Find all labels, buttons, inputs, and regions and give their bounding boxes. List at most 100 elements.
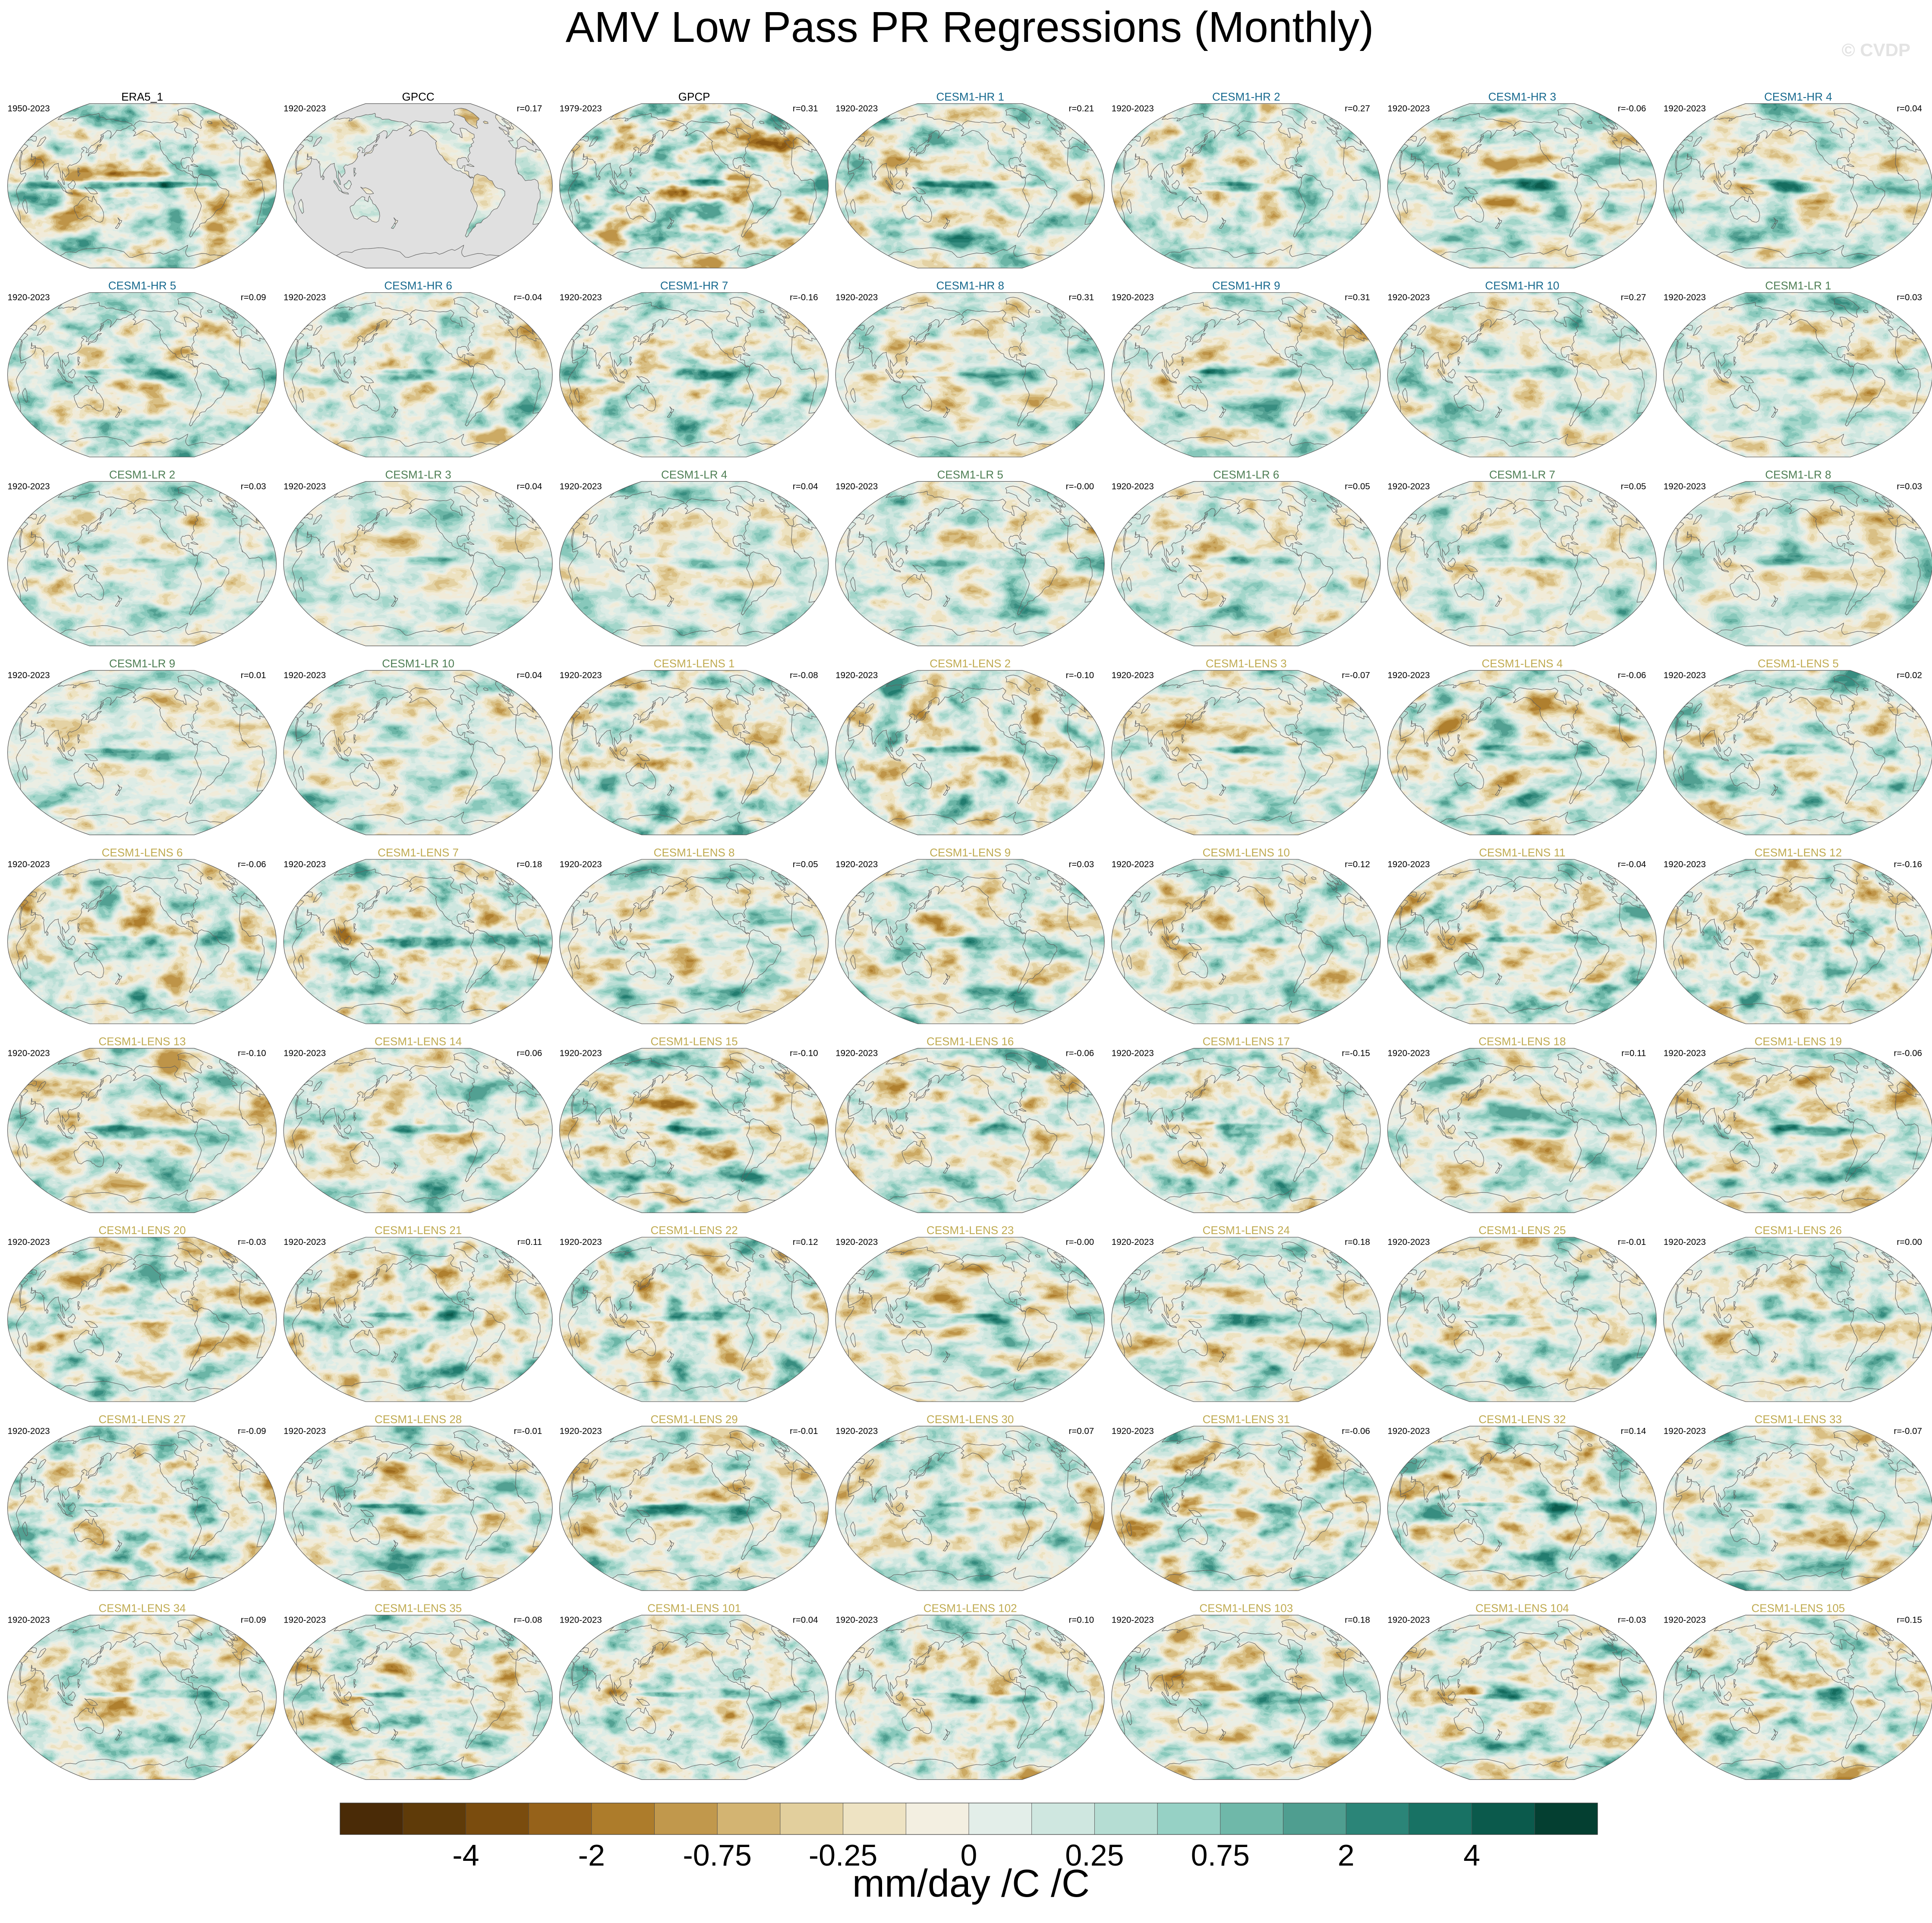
svg-text:1920-2023: 1920-2023 [560,481,602,491]
svg-text:r=0.18: r=0.18 [1345,1237,1370,1247]
svg-text:r=0.01: r=0.01 [241,670,266,680]
svg-text:1920-2023: 1920-2023 [8,1237,50,1247]
svg-text:r=-0.01: r=-0.01 [514,1426,542,1436]
svg-text:1920-2023: 1920-2023 [1387,859,1430,869]
svg-text:r=0.17: r=0.17 [517,104,542,114]
svg-text:1920-2023: 1920-2023 [835,670,878,680]
svg-text:r=-0.10: r=-0.10 [790,1048,818,1058]
svg-text:CESM1-HR 6: CESM1-HR 6 [384,279,452,292]
svg-text:1920-2023: 1920-2023 [835,1426,878,1436]
svg-text:1920-2023: 1920-2023 [1664,859,1706,869]
svg-text:r=-0.06: r=-0.06 [1618,670,1646,680]
svg-text:4: 4 [1463,1838,1480,1872]
svg-text:1920-2023: 1920-2023 [1387,104,1430,114]
svg-text:1920-2023: 1920-2023 [284,1048,326,1058]
svg-text:r=0.14: r=0.14 [1621,1426,1646,1436]
svg-text:CESM1-LR 10: CESM1-LR 10 [382,657,454,670]
svg-text:CESM1-LENS 17: CESM1-LENS 17 [1203,1035,1290,1048]
svg-text:CESM1-LENS 101: CESM1-LENS 101 [647,1602,741,1615]
svg-text:1920-2023: 1920-2023 [1387,1615,1430,1625]
svg-text:r=0.03: r=0.03 [1897,293,1922,303]
svg-text:1920-2023: 1920-2023 [284,481,326,491]
svg-text:CESM1-LENS 33: CESM1-LENS 33 [1755,1413,1842,1426]
svg-text:CESM1-HR 1: CESM1-HR 1 [936,90,1004,103]
svg-text:1920-2023: 1920-2023 [560,670,602,680]
svg-text:r=0.11: r=0.11 [517,1237,542,1247]
svg-text:CESM1-LENS 8: CESM1-LENS 8 [654,846,735,859]
svg-text:CESM1-LENS 9: CESM1-LENS 9 [930,846,1011,859]
svg-text:r=0.18: r=0.18 [1345,1615,1370,1625]
svg-text:1920-2023: 1920-2023 [1664,1615,1706,1625]
svg-text:CESM1-LR 4: CESM1-LR 4 [661,468,727,481]
svg-text:1920-2023: 1920-2023 [1664,1237,1706,1247]
svg-text:CESM1-LENS 19: CESM1-LENS 19 [1755,1035,1842,1048]
svg-text:1920-2023: 1920-2023 [1112,670,1154,680]
svg-text:1920-2023: 1920-2023 [835,1615,878,1625]
svg-text:r=0.27: r=0.27 [1621,293,1646,303]
svg-text:© CVDP: © CVDP [1842,40,1910,60]
svg-text:1920-2023: 1920-2023 [284,293,326,303]
svg-text:r=-0.07: r=-0.07 [1894,1426,1922,1436]
svg-text:r=-0.10: r=-0.10 [1066,670,1094,680]
svg-text:r=0.07: r=0.07 [1068,1426,1094,1436]
svg-text:CESM1-HR 5: CESM1-HR 5 [108,279,176,292]
svg-text:1920-2023: 1920-2023 [8,293,50,303]
svg-text:CESM1-LENS 21: CESM1-LENS 21 [375,1224,462,1237]
svg-text:1920-2023: 1920-2023 [835,1237,878,1247]
svg-text:1920-2023: 1920-2023 [284,859,326,869]
svg-text:CESM1-LENS 28: CESM1-LENS 28 [375,1413,462,1426]
svg-text:r=0.04: r=0.04 [793,481,818,491]
svg-text:CESM1-HR 8: CESM1-HR 8 [936,279,1004,292]
svg-text:GPCP: GPCP [678,90,710,103]
svg-text:r=-0.00: r=-0.00 [1066,1237,1094,1247]
svg-text:0: 0 [961,1838,977,1872]
svg-text:CESM1-LENS 10: CESM1-LENS 10 [1203,846,1290,859]
svg-text:CESM1-LENS 24: CESM1-LENS 24 [1203,1224,1290,1237]
svg-text:1950-2023: 1950-2023 [8,104,50,114]
svg-text:CESM1-LR 7: CESM1-LR 7 [1489,468,1555,481]
svg-text:1920-2023: 1920-2023 [835,859,878,869]
svg-text:CESM1-LR 3: CESM1-LR 3 [385,468,451,481]
svg-text:CESM1-LR 1: CESM1-LR 1 [1765,279,1831,292]
svg-text:1920-2023: 1920-2023 [835,104,878,114]
svg-text:1920-2023: 1920-2023 [8,481,50,491]
svg-text:CESM1-LR 2: CESM1-LR 2 [109,468,175,481]
svg-text:CESM1-HR 9: CESM1-HR 9 [1212,279,1280,292]
svg-text:r=-0.03: r=-0.03 [238,1237,266,1247]
svg-text:1920-2023: 1920-2023 [1664,670,1706,680]
svg-text:CESM1-LENS 15: CESM1-LENS 15 [650,1035,738,1048]
svg-text:r=0.12: r=0.12 [793,1237,818,1247]
svg-text:r=-0.01: r=-0.01 [790,1426,818,1436]
svg-text:1920-2023: 1920-2023 [1664,1426,1706,1436]
svg-text:CESM1-LENS 32: CESM1-LENS 32 [1478,1413,1566,1426]
svg-text:CESM1-LENS 11: CESM1-LENS 11 [1479,846,1565,859]
svg-text:1920-2023: 1920-2023 [1112,1237,1154,1247]
svg-text:0.25: 0.25 [1065,1838,1124,1872]
svg-text:r=-0.04: r=-0.04 [514,293,542,303]
svg-text:r=0.11: r=0.11 [1621,1048,1646,1058]
svg-text:1920-2023: 1920-2023 [560,293,602,303]
svg-text:CESM1-LENS 7: CESM1-LENS 7 [378,846,459,859]
svg-text:CESM1-LENS 102: CESM1-LENS 102 [923,1602,1017,1615]
svg-text:r=0.04: r=0.04 [1897,104,1922,114]
svg-text:CESM1-LR 8: CESM1-LR 8 [1765,468,1831,481]
svg-text:1979-2023: 1979-2023 [560,104,602,114]
svg-text:r=-0.10: r=-0.10 [238,1048,266,1058]
svg-text:1920-2023: 1920-2023 [560,859,602,869]
svg-text:r=-0.06: r=-0.06 [1618,104,1646,114]
svg-text:1920-2023: 1920-2023 [835,481,878,491]
svg-text:r=0.09: r=0.09 [241,1615,266,1625]
svg-text:CESM1-LENS 26: CESM1-LENS 26 [1755,1224,1842,1237]
svg-text:CESM1-LENS 105: CESM1-LENS 105 [1752,1602,1845,1615]
svg-text:CESM1-LENS 29: CESM1-LENS 29 [650,1413,738,1426]
svg-text:1920-2023: 1920-2023 [1664,481,1706,491]
svg-text:r=0.03: r=0.03 [1897,481,1922,491]
svg-text:CESM1-LENS 23: CESM1-LENS 23 [927,1224,1014,1237]
svg-text:CESM1-LENS 18: CESM1-LENS 18 [1478,1035,1566,1048]
svg-text:CESM1-LENS 12: CESM1-LENS 12 [1755,846,1842,859]
svg-text:1920-2023: 1920-2023 [1664,1048,1706,1058]
svg-text:r=0.02: r=0.02 [1897,670,1922,680]
svg-text:1920-2023: 1920-2023 [1112,293,1154,303]
svg-text:2: 2 [1338,1838,1355,1872]
svg-text:CESM1-HR 2: CESM1-HR 2 [1212,90,1280,103]
